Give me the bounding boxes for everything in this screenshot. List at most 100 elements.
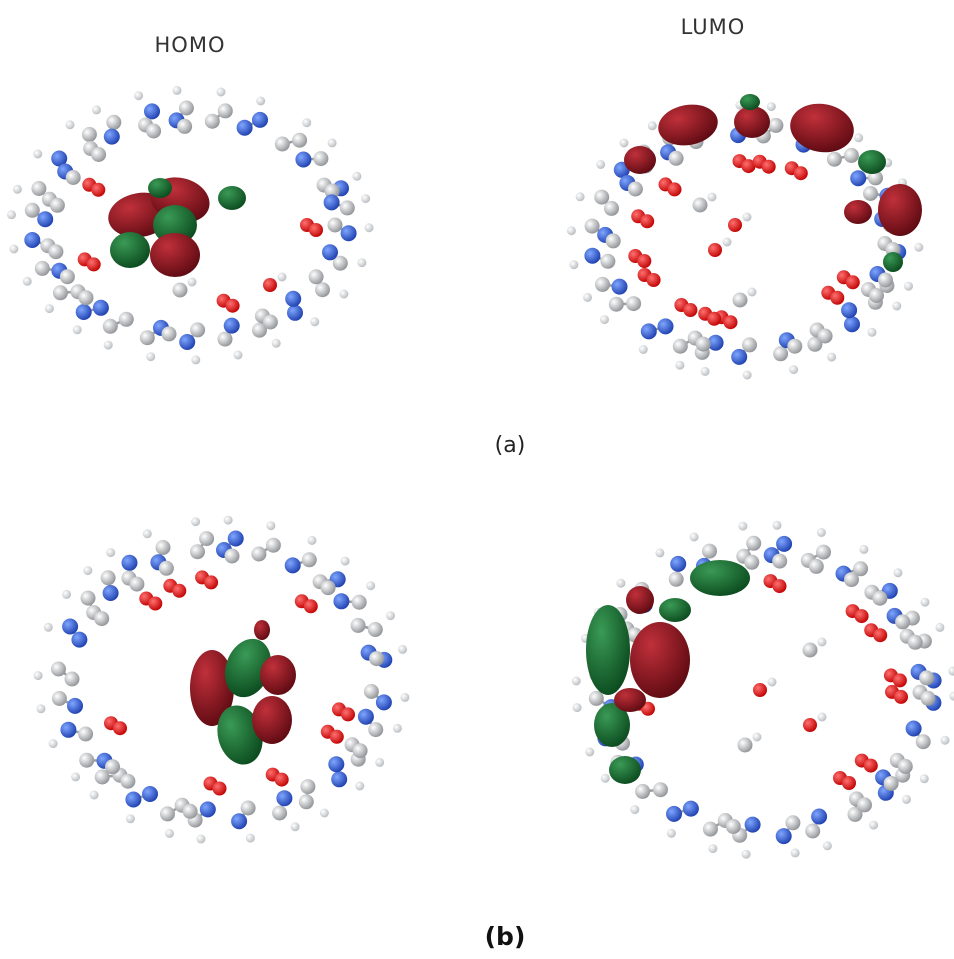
- atom: [859, 545, 868, 554]
- atom: [246, 834, 255, 843]
- atom: [823, 841, 832, 850]
- atom: [71, 632, 87, 648]
- atom: [91, 147, 106, 162]
- atom: [878, 273, 893, 288]
- column-header: LUMO: [681, 15, 746, 39]
- atom: [197, 835, 206, 844]
- atom: [898, 759, 913, 774]
- atom: [745, 817, 761, 833]
- atom: [241, 801, 256, 816]
- orbital-lobe: [734, 106, 770, 138]
- atom: [572, 677, 581, 686]
- atom: [204, 575, 218, 589]
- atom: [191, 355, 200, 364]
- atom: [276, 790, 292, 806]
- atom: [785, 815, 800, 830]
- atom: [266, 521, 275, 530]
- atom: [658, 318, 674, 334]
- orbital-lobe: [252, 696, 292, 744]
- atom: [948, 667, 954, 676]
- atom: [263, 315, 278, 330]
- atom: [584, 248, 600, 264]
- atom: [120, 774, 135, 789]
- atom: [803, 718, 817, 732]
- atom: [272, 806, 287, 821]
- atom: [708, 193, 717, 202]
- atom: [368, 722, 383, 737]
- atom: [188, 278, 197, 287]
- atom: [596, 160, 605, 169]
- atom: [173, 283, 188, 298]
- atom: [690, 533, 699, 542]
- atom: [400, 693, 409, 702]
- atom: [226, 299, 240, 313]
- atom: [65, 672, 80, 687]
- atom: [868, 328, 877, 337]
- atom: [640, 214, 654, 228]
- atom: [125, 792, 141, 808]
- atom: [667, 829, 676, 838]
- orbital-lobe: [883, 252, 903, 272]
- atom: [393, 724, 402, 733]
- atom: [355, 782, 364, 791]
- atom: [361, 194, 370, 203]
- molecule-layer: [7, 86, 954, 859]
- atom: [816, 545, 831, 560]
- atom: [724, 315, 738, 329]
- atom: [358, 709, 374, 725]
- atom: [321, 580, 336, 595]
- atom: [670, 556, 686, 572]
- atom: [315, 282, 330, 297]
- atom: [809, 559, 824, 574]
- atom: [142, 786, 158, 802]
- atom: [708, 243, 722, 257]
- column-header: HOMO: [155, 33, 226, 57]
- atom: [919, 670, 934, 685]
- atom: [803, 643, 818, 658]
- atom: [330, 730, 344, 744]
- atom: [768, 678, 777, 687]
- atom: [199, 531, 214, 546]
- atom: [567, 226, 576, 235]
- atom: [224, 516, 233, 525]
- atom: [844, 316, 860, 332]
- atom: [648, 121, 657, 130]
- atom: [266, 538, 281, 553]
- atom: [302, 118, 311, 127]
- atom: [172, 584, 186, 598]
- atom: [352, 595, 367, 610]
- atom: [49, 739, 58, 748]
- atom: [702, 544, 717, 559]
- atom: [669, 151, 684, 166]
- atom: [683, 801, 699, 817]
- atom: [728, 218, 742, 232]
- atom: [234, 351, 243, 360]
- atom: [228, 531, 244, 547]
- panel-label: (b): [485, 922, 526, 951]
- atom: [639, 345, 648, 354]
- atom: [626, 296, 641, 311]
- atom: [841, 302, 857, 318]
- atom: [612, 279, 628, 295]
- atom: [620, 139, 629, 148]
- atom: [103, 319, 118, 334]
- atom: [873, 628, 887, 642]
- atom: [328, 756, 344, 772]
- atom: [251, 547, 266, 562]
- atom: [275, 137, 290, 152]
- atom: [908, 635, 923, 650]
- atom: [285, 557, 301, 573]
- atom: [129, 577, 144, 592]
- atom: [696, 337, 711, 352]
- atom: [726, 819, 741, 834]
- atom: [742, 337, 757, 352]
- atom: [767, 102, 776, 111]
- atom: [304, 599, 318, 613]
- atom: [333, 593, 349, 609]
- atom: [9, 245, 18, 254]
- atom: [703, 822, 718, 837]
- atom: [906, 721, 922, 737]
- atom: [376, 694, 392, 710]
- atom: [34, 671, 43, 680]
- atom: [53, 285, 68, 300]
